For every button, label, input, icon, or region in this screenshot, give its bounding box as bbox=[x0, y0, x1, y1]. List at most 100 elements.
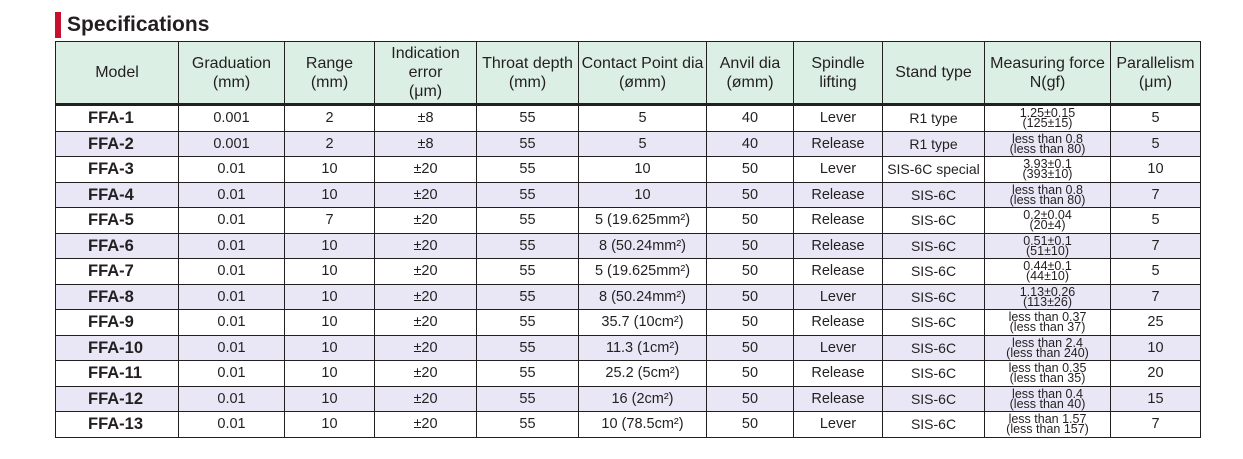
measuring-force-cell: less than 2.4 (less than 240) bbox=[984, 334, 1111, 361]
stand-type-cell: SIS-6C bbox=[882, 411, 985, 438]
range-cell: 2 bbox=[284, 130, 375, 157]
throat-depth-cell: 55 bbox=[476, 385, 579, 412]
parallelism-cell: 20 bbox=[1110, 360, 1201, 387]
page-title: Specifications bbox=[67, 13, 210, 36]
table-row: FFA-13 0.01 10 ±20 55 10 (78.5cm²) 50 Lever SIS-… bbox=[55, 411, 1201, 438]
graduation-cell: 0.001 bbox=[178, 104, 285, 132]
column-header-parallelism: Parallelism (μm) bbox=[1110, 41, 1201, 105]
range-cell: 10 bbox=[284, 283, 375, 310]
column-header-line: (ømm) bbox=[618, 73, 667, 91]
stand-type-cell: R1 type bbox=[882, 130, 985, 157]
table-row: FFA-11 0.01 10 ±20 55 25.2 (5cm²) 50 Release SIS… bbox=[55, 360, 1201, 387]
range-cell: 10 bbox=[284, 181, 375, 208]
indication-error-cell: ±8 bbox=[374, 104, 477, 132]
table-row: FFA-7 0.01 10 ±20 55 5 (19.625mm²) 50 Release SI… bbox=[55, 258, 1201, 285]
column-header-contact-point-dia: Contact Point dia (ømm) bbox=[578, 41, 707, 105]
indication-error-cell: ±20 bbox=[374, 411, 477, 438]
spindle-lifting-cell: Release bbox=[793, 181, 883, 208]
model-cell: FFA-12 bbox=[55, 385, 179, 412]
anvil-dia-cell: 50 bbox=[706, 258, 794, 285]
contact-point-cell: 35.7 (10cm²) bbox=[578, 309, 707, 336]
column-header-line: Parallelism bbox=[1116, 54, 1195, 72]
anvil-dia-cell: 40 bbox=[706, 130, 794, 157]
throat-depth-cell: 55 bbox=[476, 232, 579, 259]
spindle-lifting-cell: Lever bbox=[793, 334, 883, 361]
model-cell: FFA-11 bbox=[55, 360, 179, 387]
column-header-stand-type: Stand type bbox=[882, 41, 985, 105]
stand-type-cell: SIS-6C bbox=[882, 309, 985, 336]
measuring-force-cell: 3.93±0.1 (393±10) bbox=[984, 156, 1111, 183]
graduation-cell: 0.01 bbox=[178, 156, 285, 183]
table-row: FFA-9 0.01 10 ±20 55 35.7 (10cm²) 50 Release SIS… bbox=[55, 309, 1201, 336]
range-cell: 7 bbox=[284, 207, 375, 234]
table-row: FFA-10 0.01 10 ±20 55 11.3 (1cm²) 50 Lever SIS-6… bbox=[55, 334, 1201, 361]
parallelism-cell: 7 bbox=[1110, 181, 1201, 208]
parallelism-cell: 10 bbox=[1110, 334, 1201, 361]
contact-point-cell: 5 bbox=[578, 130, 707, 157]
table-row: FFA-2 0.001 2 ±8 55 5 40 Release R1 type less tha… bbox=[55, 130, 1201, 157]
measuring-force-line: (113±26) bbox=[1022, 294, 1073, 309]
parallelism-cell: 5 bbox=[1110, 104, 1201, 132]
indication-error-cell: ±20 bbox=[374, 360, 477, 387]
stand-type-cell: SIS-6C special bbox=[882, 156, 985, 183]
indication-error-cell: ±20 bbox=[374, 207, 477, 234]
measuring-force-line: less than 0.4 bbox=[1012, 386, 1083, 401]
measuring-force-line: (less than 37) bbox=[1009, 320, 1086, 335]
column-header-range: Range (mm) bbox=[284, 41, 375, 105]
throat-depth-cell: 55 bbox=[476, 360, 579, 387]
stand-type-cell: SIS-6C bbox=[882, 207, 985, 234]
parallelism-cell: 15 bbox=[1110, 385, 1201, 412]
range-cell: 2 bbox=[284, 104, 375, 132]
indication-error-cell: ±20 bbox=[374, 232, 477, 259]
stand-type-cell: SIS-6C bbox=[882, 385, 985, 412]
column-header-line: Stand type bbox=[895, 64, 972, 81]
column-header-line: (mm) bbox=[310, 73, 349, 91]
indication-error-cell: ±20 bbox=[374, 156, 477, 183]
anvil-dia-cell: 50 bbox=[706, 232, 794, 259]
graduation-cell: 0.01 bbox=[178, 232, 285, 259]
measuring-force-line: (less than 157) bbox=[1006, 422, 1089, 437]
stand-type-cell: SIS-6C bbox=[882, 360, 985, 387]
graduation-cell: 0.01 bbox=[178, 334, 285, 361]
throat-depth-cell: 55 bbox=[476, 258, 579, 285]
range-cell: 10 bbox=[284, 258, 375, 285]
measuring-force-line: 0.2±0.04 bbox=[1023, 208, 1072, 223]
indication-error-cell: ±20 bbox=[374, 258, 477, 285]
spindle-lifting-cell: Release bbox=[793, 130, 883, 157]
measuring-force-line: (less than 35) bbox=[1009, 371, 1086, 386]
parallelism-cell: 5 bbox=[1110, 258, 1201, 285]
column-header-line: Measuring force bbox=[990, 54, 1105, 72]
table-row: FFA-6 0.01 10 ±20 55 8 (50.24mm²) 50 Release SIS… bbox=[55, 232, 1201, 259]
column-header-line: Indication bbox=[391, 45, 460, 62]
contact-point-cell: 11.3 (1cm²) bbox=[578, 334, 707, 361]
throat-depth-cell: 55 bbox=[476, 207, 579, 234]
spindle-lifting-cell: Release bbox=[793, 232, 883, 259]
measuring-force-line: 3.93±0.1 bbox=[1023, 157, 1072, 172]
model-cell: FFA-3 bbox=[55, 156, 179, 183]
measuring-force-cell: less than 0.8 (less than 80) bbox=[984, 181, 1111, 208]
anvil-dia-cell: 50 bbox=[706, 309, 794, 336]
contact-point-cell: 10 bbox=[578, 156, 707, 183]
range-cell: 10 bbox=[284, 385, 375, 412]
throat-depth-cell: 55 bbox=[476, 156, 579, 183]
anvil-dia-cell: 50 bbox=[706, 156, 794, 183]
anvil-dia-cell: 50 bbox=[706, 181, 794, 208]
spindle-lifting-cell: Lever bbox=[793, 156, 883, 183]
measuring-force-cell: 1.13±0.26 (113±26) bbox=[984, 283, 1111, 310]
section-heading: Specifications bbox=[55, 11, 209, 39]
measuring-force-line: less than 0.8 bbox=[1012, 182, 1083, 197]
contact-point-cell: 5 bbox=[578, 104, 707, 132]
contact-point-cell: 16 (2cm²) bbox=[578, 385, 707, 412]
model-cell: FFA-7 bbox=[55, 258, 179, 285]
column-header-line: Throat depth bbox=[482, 54, 573, 72]
header-row: Model Graduation (mm) Range (mm) Indication er… bbox=[55, 41, 1201, 105]
anvil-dia-cell: 40 bbox=[706, 104, 794, 132]
parallelism-cell: 25 bbox=[1110, 309, 1201, 336]
stand-type-cell: SIS-6C bbox=[882, 283, 985, 310]
measuring-force-cell: less than 0.37 (less than 37) bbox=[984, 309, 1111, 336]
contact-point-cell: 5 (19.625mm²) bbox=[578, 258, 707, 285]
measuring-force-line: less than 0.37 bbox=[1008, 310, 1087, 325]
range-cell: 10 bbox=[284, 156, 375, 183]
spindle-lifting-cell: Release bbox=[793, 258, 883, 285]
model-cell: FFA-2 bbox=[55, 130, 179, 157]
